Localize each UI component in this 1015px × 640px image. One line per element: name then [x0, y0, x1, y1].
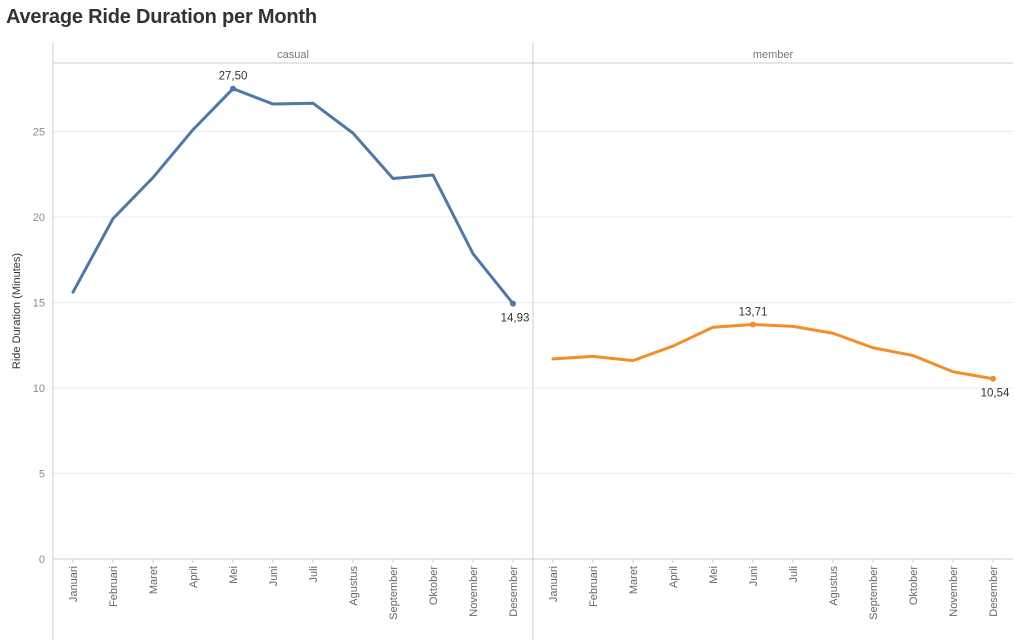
x-tick-label: Maret — [628, 566, 640, 594]
x-tick-label: April — [188, 566, 200, 588]
data-label-member: 13,71 — [739, 307, 768, 319]
series-line-casual — [71, 87, 515, 306]
y-tick-label: 0 — [39, 554, 45, 566]
x-tick-label: Agustus — [828, 566, 840, 606]
x-tick-label: Oktober — [428, 566, 440, 605]
x-tick-label: Juli — [788, 566, 800, 583]
data-point-casual — [510, 300, 516, 307]
y-tick-label: 15 — [33, 297, 45, 309]
x-tick-label: September — [388, 566, 400, 620]
x-tick-label: Januari — [68, 566, 80, 602]
data-label-member: 10,54 — [981, 388, 1010, 400]
y-tick-label: 20 — [33, 212, 45, 224]
data-point-member — [990, 375, 996, 382]
x-tick-label: April — [668, 566, 680, 588]
x-tick-label: Maret — [148, 566, 160, 594]
x-tick-label: Mei — [228, 566, 240, 584]
y-axis-title: Ride Duration (Minutes) — [11, 253, 23, 369]
x-tick-label: Juli — [308, 566, 320, 583]
y-tick-label: 10 — [33, 383, 45, 395]
x-tick-label: Februari — [588, 566, 600, 607]
data-point-casual — [230, 85, 236, 92]
x-tick-label: November — [468, 566, 480, 617]
data-label-casual: 27,50 — [219, 71, 248, 83]
data-point-member — [750, 321, 756, 328]
panel-header-member: member — [753, 49, 794, 61]
x-tick-label: November — [948, 566, 960, 617]
x-tick-label: Oktober — [908, 566, 920, 605]
x-tick-label: Agustus — [348, 566, 360, 606]
x-tick-label: Juni — [748, 566, 760, 586]
x-tick-label: Februari — [108, 566, 120, 607]
x-tick-label: Desember — [508, 566, 520, 617]
panel-header-casual: casual — [277, 49, 309, 61]
x-tick-label: September — [868, 566, 880, 620]
data-label-casual: 14,93 — [501, 313, 530, 325]
chart-title: Average Ride Duration per Month — [6, 6, 317, 28]
x-tick-label: Juni — [268, 566, 280, 586]
x-tick-label: Mei — [708, 566, 720, 584]
x-tick-label: Januari — [548, 566, 560, 602]
y-tick-label: 25 — [33, 126, 45, 138]
y-tick-label: 5 — [39, 468, 45, 480]
series-line-member — [551, 323, 995, 381]
x-tick-label: Desember — [988, 566, 1000, 617]
